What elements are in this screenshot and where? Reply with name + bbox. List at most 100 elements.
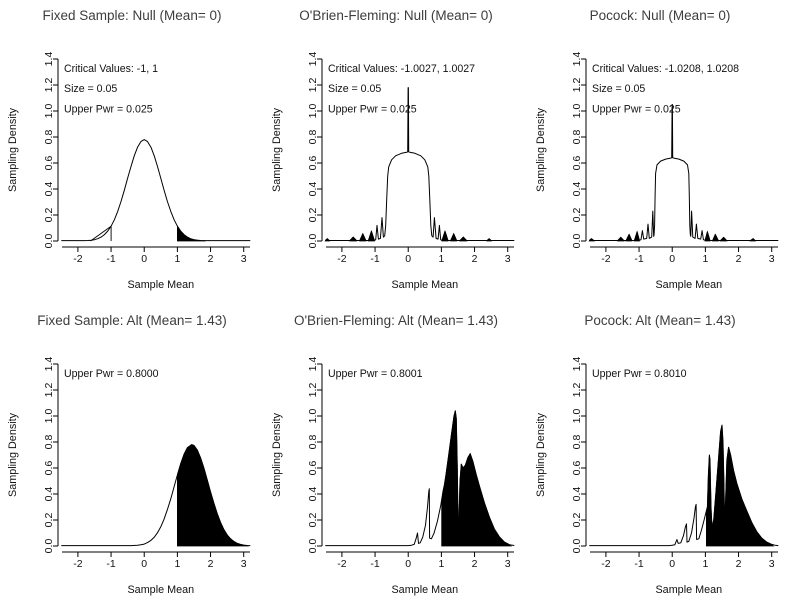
y-tick-label: 1.0	[43, 104, 55, 119]
y-tick-label: 0.4	[571, 487, 583, 502]
plot-annotation: Upper Pwr = 0.025	[592, 103, 681, 115]
y-tick-label: 0.6	[571, 461, 583, 476]
plot-cell-pocock-null: Pocock: Null (Mean= 0) 0.0 0.2 0.4 0.6 0.8 1.…	[528, 0, 792, 305]
x-tick-label: -2	[337, 558, 346, 570]
x-axis-label: Sample Mean	[391, 279, 458, 291]
y-tick-label: 1.4	[571, 52, 583, 67]
y-tick-label: 0.4	[571, 182, 583, 197]
y-tick-label: 0.0	[307, 234, 319, 249]
x-axis-label: Sample Mean	[127, 584, 194, 596]
plot-pocock-null: 0.0 0.2 0.4 0.6 0.8 1.0 1.2 1.4 -2 -1 0 1 2 3 Sample M…	[535, 52, 779, 291]
x-axis-label: Sample Mean	[655, 584, 722, 596]
y-tick-label: 0.4	[43, 487, 55, 502]
y-tick-label: 1.0	[307, 409, 319, 424]
y-tick-label: 1.4	[307, 52, 319, 67]
plot-fixed-null: 0.0 0.2 0.4 0.6 0.8 1.0 1.2 1.4 -2 -1 0 1 2 3 Sample M…	[7, 52, 251, 291]
x-tick-label: -2	[73, 558, 82, 570]
y-tick-label: 1.2	[571, 78, 583, 93]
x-tick-label: -1	[106, 253, 115, 265]
plot-title: O'Brien-Fleming: Alt (Mean= 1.43)	[293, 313, 499, 328]
plot-annotation: Size = 0.05	[64, 83, 117, 95]
density-curve	[61, 444, 251, 547]
y-tick-label: 1.0	[307, 104, 319, 119]
plot-annotation: Size = 0.05	[328, 83, 381, 95]
density-curve	[588, 104, 779, 241]
x-tick-label: 2	[736, 253, 742, 265]
y-axis-label: Sampling Density	[271, 107, 283, 192]
y-tick-label: 0.2	[43, 513, 55, 528]
y-tick-label: 1.4	[43, 52, 55, 67]
density-curve	[61, 139, 251, 242]
y-tick-label: 0.0	[571, 539, 583, 554]
x-tick-label: 0	[405, 253, 411, 265]
x-tick-label: 3	[769, 253, 775, 265]
density-curve	[325, 410, 515, 547]
plot-title: Fixed Sample: Alt (Mean= 1.43)	[37, 313, 227, 328]
x-tick-label: 2	[736, 558, 742, 570]
plot-title: Pocock: Null (Mean= 0)	[589, 8, 731, 23]
x-tick-label: 1	[174, 558, 180, 570]
plot-title: Fixed Sample: Null (Mean= 0)	[42, 8, 222, 23]
plot-annotation: Upper Pwr = 0.8001	[328, 368, 423, 380]
x-tick-label: 3	[505, 558, 511, 570]
y-tick-label: 0.8	[43, 130, 55, 145]
plot-annotation: Upper Pwr = 0.8010	[592, 368, 687, 380]
plot-title: O'Brien-Fleming: Null (Mean= 0)	[299, 8, 493, 23]
plot-annotation: Critical Values: -1.0208, 1.0208	[592, 63, 739, 75]
x-axis-label: Sample Mean	[127, 279, 194, 291]
y-tick-label: 1.0	[571, 409, 583, 424]
x-tick-label: -2	[337, 253, 346, 265]
y-tick-label: 0.4	[307, 487, 319, 502]
y-tick-label: 0.6	[307, 156, 319, 171]
x-tick-label: -2	[601, 558, 610, 570]
x-axis-label: Sample Mean	[391, 584, 458, 596]
y-tick-label: 1.2	[43, 383, 55, 398]
y-tick-label: 0.2	[43, 208, 55, 223]
y-axis-label: Sampling Density	[271, 412, 283, 497]
y-tick-label: 1.4	[307, 357, 319, 372]
plot-fixed-alt: 0.0 0.2 0.4 0.6 0.8 1.0 1.2 1.4 -2 -1 0 1 2 3 Sample M…	[7, 357, 251, 596]
x-tick-label: 0	[669, 253, 675, 265]
x-tick-label: 2	[472, 558, 478, 570]
density-curve	[589, 424, 779, 547]
plot-obrien-fleming-null: 0.0 0.2 0.4 0.6 0.8 1.0 1.2 1.4 -2 -1 0 1 2 3 Sample M…	[271, 52, 515, 291]
y-tick-label: 1.4	[571, 357, 583, 372]
plot-annotation: Upper Pwr = 0.8000	[64, 368, 159, 380]
plot-annotation: Critical Values: -1.0027, 1.0027	[328, 63, 475, 75]
plot-annotation: Size = 0.05	[592, 83, 645, 95]
plot-annotation: Critical Values: -1, 1	[64, 63, 158, 75]
y-tick-label: 1.4	[43, 357, 55, 372]
x-tick-label: 1	[702, 253, 708, 265]
x-tick-label: 3	[241, 558, 247, 570]
x-tick-label: 1	[702, 558, 708, 570]
y-tick-label: 0.8	[43, 435, 55, 450]
x-tick-label: -2	[601, 253, 610, 265]
density-fill-region	[177, 444, 249, 547]
y-axis-label: Sampling Density	[7, 412, 19, 497]
y-tick-label: 0.6	[43, 461, 55, 476]
y-tick-label: 0.0	[571, 234, 583, 249]
y-tick-label: 0.2	[571, 208, 583, 223]
plot-cell-obf-alt: O'Brien-Fleming: Alt (Mean= 1.43) 0.0 0.2…	[264, 305, 528, 611]
y-tick-label: 0.8	[571, 435, 583, 450]
x-tick-label: -1	[634, 253, 643, 265]
y-tick-label: 1.0	[43, 409, 55, 424]
x-tick-label: -1	[370, 558, 379, 570]
x-tick-label: 0	[141, 253, 147, 265]
plot-annotation: Upper Pwr = 0.025	[64, 103, 153, 115]
plot-obrien-fleming-alt: 0.0 0.2 0.4 0.6 0.8 1.0 1.2 1.4 -2 -1 0 1 2 3 Sample M…	[271, 357, 515, 596]
x-tick-label: 2	[208, 253, 214, 265]
y-axis-label: Sampling Density	[7, 107, 19, 192]
y-tick-label: 0.2	[307, 513, 319, 528]
plot-cell-obf-null: O'Brien-Fleming: Null (Mean= 0) 0.0 0.2 0.…	[264, 0, 528, 305]
plot-pocock-alt: 0.0 0.2 0.4 0.6 0.8 1.0 1.2 1.4 -2 -1 0 1 2 3 Sample M…	[535, 357, 779, 596]
y-tick-label: 0.6	[571, 156, 583, 171]
x-tick-label: 0	[405, 558, 411, 570]
x-tick-label: 3	[241, 253, 247, 265]
x-tick-label: -1	[370, 253, 379, 265]
y-tick-label: 0.6	[307, 461, 319, 476]
density-curve	[324, 87, 515, 241]
y-tick-label: 1.0	[571, 104, 583, 119]
y-tick-label: 0.8	[307, 435, 319, 450]
